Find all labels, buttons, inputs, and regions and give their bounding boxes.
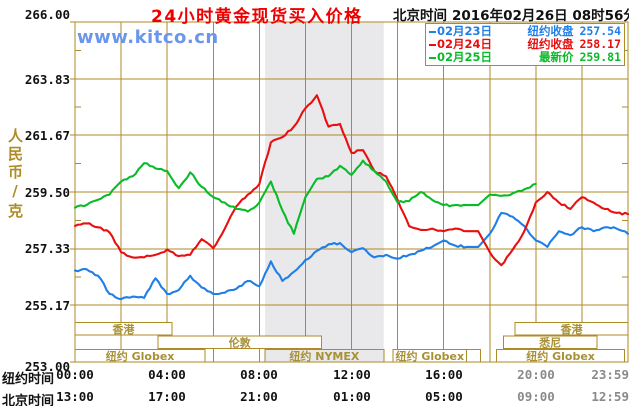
session-label: 纽约 Globex <box>395 349 464 363</box>
legend-close-value: 258.17 <box>579 37 621 51</box>
x-tick-ny: 16:00 <box>425 367 463 382</box>
price-line-02月23日 <box>73 211 629 301</box>
legend-date: 02月25日 <box>437 50 493 64</box>
x-tick-bj: 01:00 <box>333 389 371 404</box>
legend-latest-value: 259.81 <box>579 50 621 64</box>
legend-row-feb23: 02月23日 纽约收盘 257.54 <box>429 25 621 38</box>
session-box <box>157 335 323 349</box>
session-label: 香港 <box>111 322 135 336</box>
y-tick-label: 263.83 <box>24 72 70 87</box>
legend-latest-label: 最新价 <box>538 50 574 64</box>
legend-close-label: 纽约收盘 <box>527 37 574 51</box>
session-label: 纽约 Globex <box>526 349 595 363</box>
session-label: 伦敦 <box>229 336 252 350</box>
session-label: 纽约 Globex <box>106 349 175 363</box>
price-line-02月25日 <box>73 159 537 235</box>
session-label: 纽约 NYMEX <box>289 349 359 363</box>
header-timezone-label: 北京时间 <box>393 8 447 24</box>
legend-date: 02月24日 <box>437 37 493 51</box>
x-tick-bj: 21:00 <box>240 389 278 404</box>
legend-line-swatch-red <box>429 43 436 46</box>
y-tick-label: 257.33 <box>24 241 70 256</box>
x-tick-ny: 04:00 <box>148 367 186 382</box>
legend-line-swatch-green <box>429 56 436 59</box>
x-tick-ny: 12:00 <box>333 367 371 382</box>
x-tick-bj-future: 09:00 <box>517 389 555 404</box>
x-tick-ny: 08:00 <box>240 367 278 382</box>
kitco-watermark: www.kitco.cn <box>77 27 219 48</box>
session-label: 悉尼 <box>538 336 561 350</box>
session-label: 香港 <box>560 322 584 336</box>
legend-row-feb25: 02月25日 最新价 259.81 <box>429 51 621 64</box>
legend-box: 02月23日 纽约收盘 257.54 02月24日 纽约收盘 258.17 02… <box>425 23 625 66</box>
x-tick-ny-future: 20:00 <box>517 367 555 382</box>
legend-line-swatch-blue <box>429 30 436 33</box>
session-box <box>503 335 598 349</box>
legend-date: 02月23日 <box>437 24 493 38</box>
session-box <box>466 349 482 363</box>
legend-close-value: 257.54 <box>579 24 621 38</box>
y-tick-label: 259.50 <box>24 185 70 200</box>
x-tick-bj-future: 12:59 <box>591 389 629 404</box>
y-tick-label: 261.67 <box>24 128 70 143</box>
x-tick-bj: 13:00 <box>56 389 94 404</box>
y-tick-label: 253.00 <box>24 359 70 374</box>
y-tick-label: 266.00 <box>24 7 70 22</box>
x-tick-ny-future: 23:59 <box>591 367 629 382</box>
y-axis-unit-label: 人民币/克 <box>6 128 24 221</box>
x-axis-ny-label: 纽约时间 <box>2 372 55 387</box>
header-datetime: 2016年02月26日 08时56分 <box>452 8 629 24</box>
page-title: 24小时黄金现货买入价格 <box>151 7 363 27</box>
x-axis-bj-label: 北京时间 <box>2 394 55 406</box>
legend-close-label: 纽约收盘 <box>527 24 574 38</box>
x-tick-ny: 00:00 <box>56 367 94 382</box>
plot-border <box>74 21 629 363</box>
x-tick-bj: 17:00 <box>148 389 186 404</box>
y-tick-label: 255.17 <box>24 298 70 313</box>
price-line-02月24日 <box>73 94 629 267</box>
legend-row-feb24: 02月24日 纽约收盘 258.17 <box>429 38 621 51</box>
x-tick-bj: 05:00 <box>425 389 463 404</box>
